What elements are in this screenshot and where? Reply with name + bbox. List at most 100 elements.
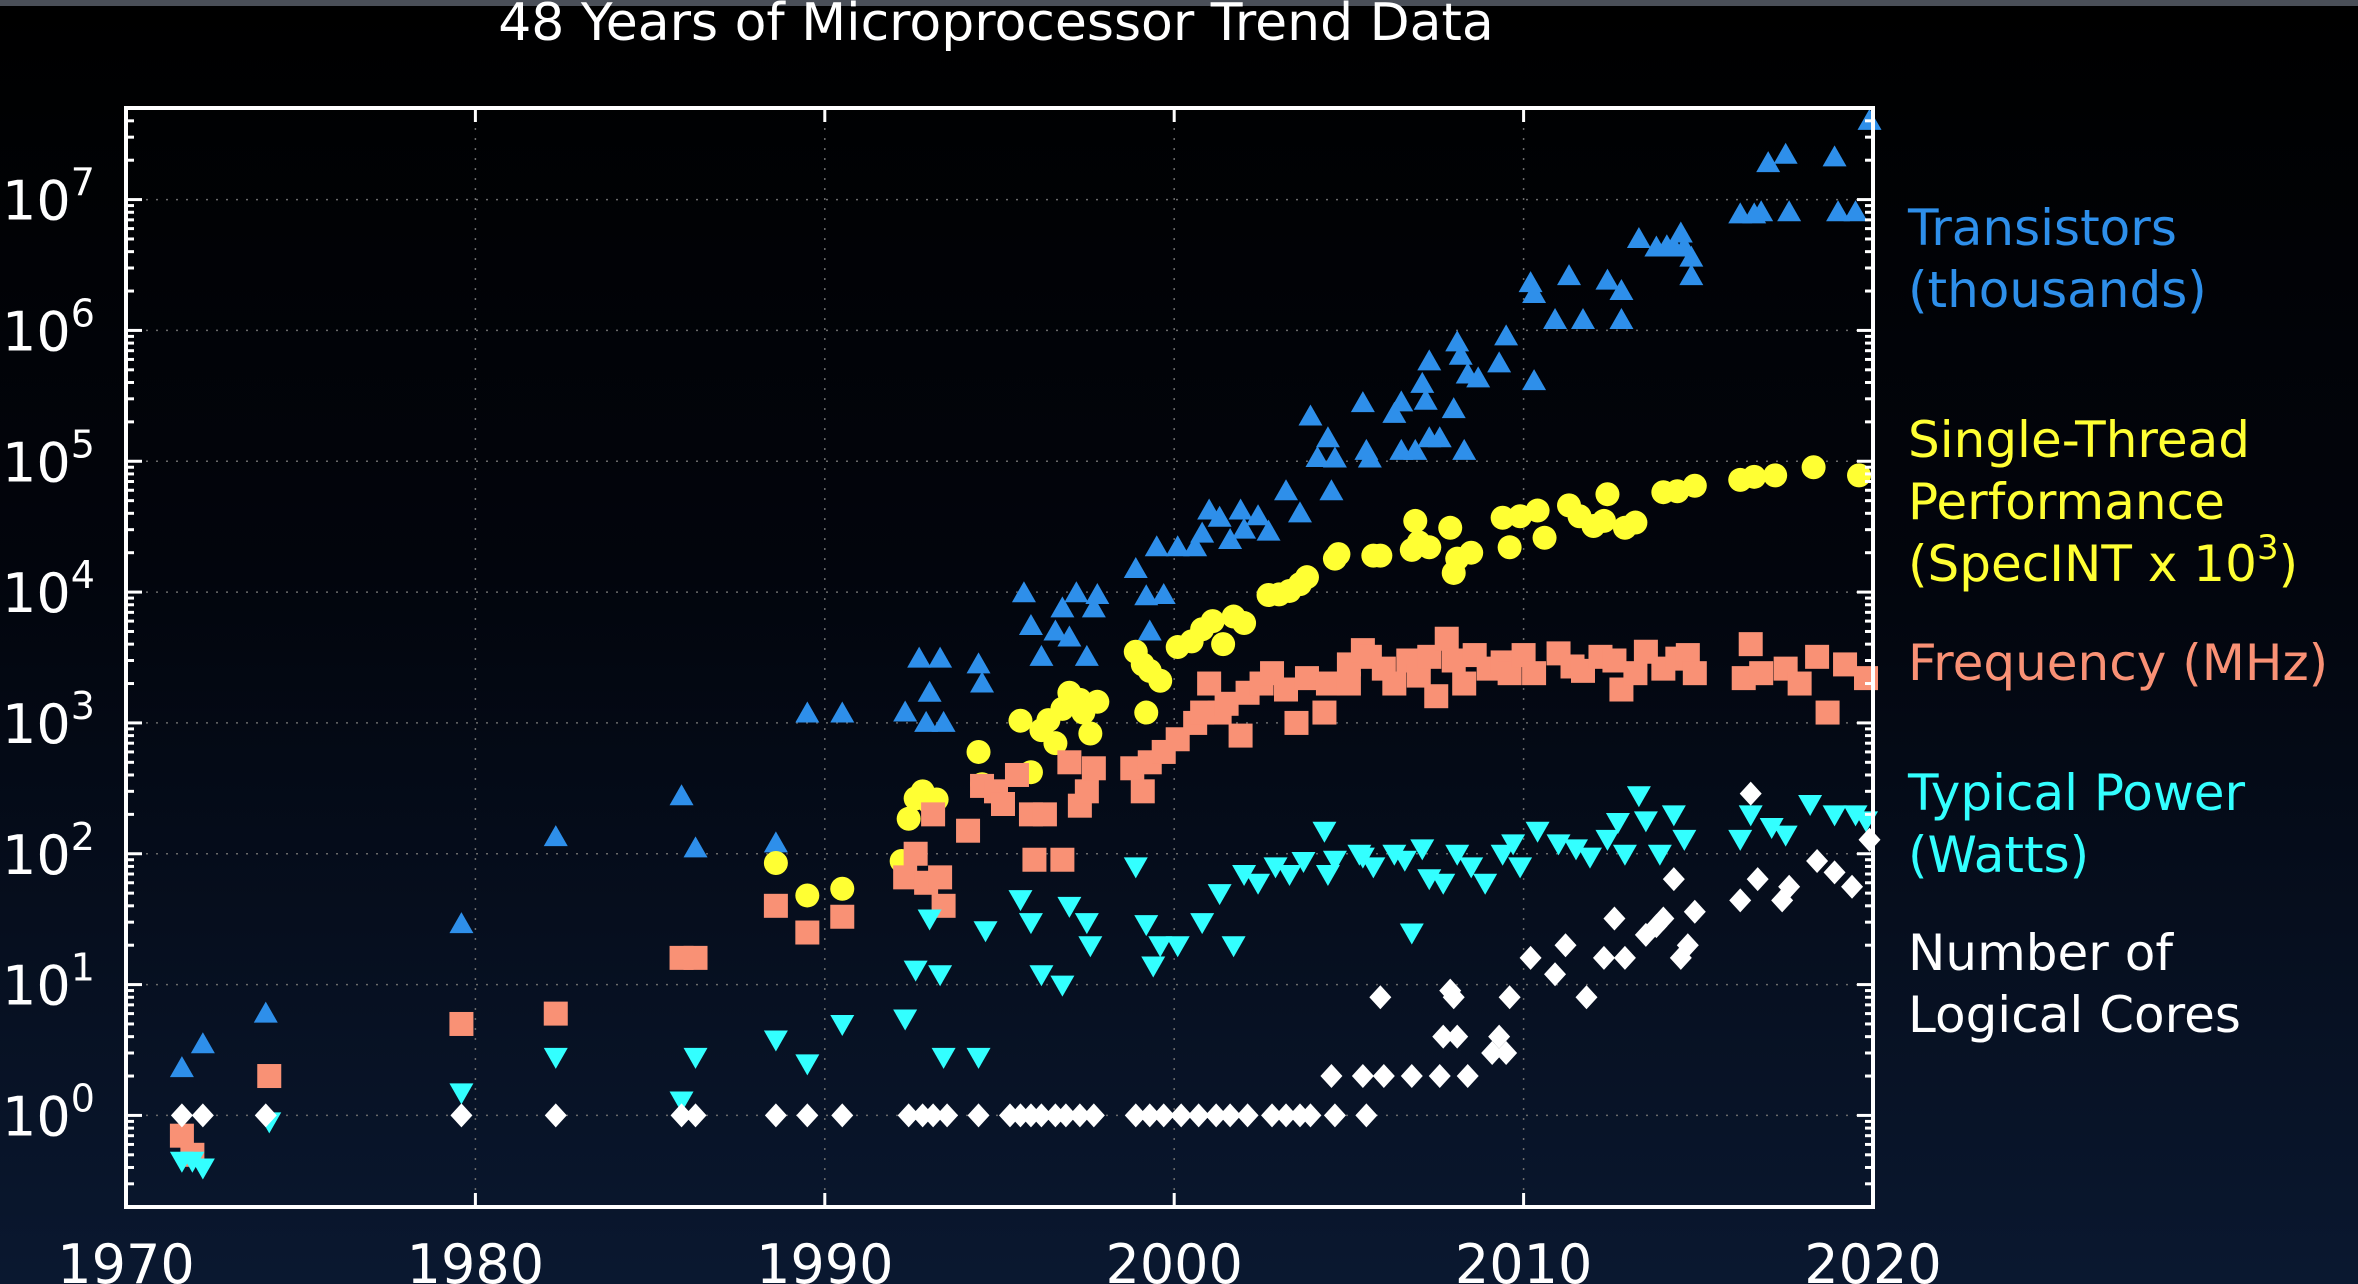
single-thread-point	[1008, 708, 1033, 733]
frequency-mhz-point	[1682, 661, 1707, 686]
transistors-point	[1057, 625, 1082, 647]
number-of-point	[1030, 1103, 1053, 1128]
number-of-point	[191, 1103, 214, 1128]
typical-power-point	[1361, 857, 1386, 879]
number-of-point	[1554, 933, 1577, 958]
transistors-point	[1218, 528, 1243, 550]
single-thread-point	[1200, 609, 1225, 634]
transistors-point	[1777, 200, 1802, 222]
frequency-mhz-point	[921, 802, 946, 827]
frequency-mhz-point	[1074, 779, 1099, 804]
typical-power-point	[917, 909, 942, 931]
transistors-point	[1246, 504, 1271, 526]
legend-label: Single-Thread	[1908, 411, 2250, 469]
transistors-point	[1826, 200, 1851, 222]
single-thread-point	[1532, 525, 1557, 550]
frequency-mhz-point	[1214, 691, 1239, 716]
typical-power-point	[1263, 857, 1288, 879]
frequency-mhz-point	[1081, 756, 1106, 781]
number-of-point	[1544, 962, 1567, 987]
transistors-point	[1595, 268, 1620, 290]
typical-power-point	[1605, 812, 1630, 834]
typical-power-point	[1232, 865, 1257, 887]
typical-power-point	[1459, 857, 1484, 879]
y-tick-label: 103	[2, 684, 95, 756]
transistors-point	[1543, 308, 1568, 330]
y-tick-label: 101	[2, 946, 95, 1018]
frequency-mhz-point	[1057, 750, 1082, 775]
number-of-point	[1683, 899, 1706, 924]
transistors-point	[1609, 308, 1634, 330]
typical-power-point	[449, 1083, 474, 1105]
typical-power-point	[1773, 825, 1798, 847]
transistors-point	[1668, 221, 1693, 243]
transistors-point	[1319, 479, 1344, 501]
transistors-point	[1207, 505, 1232, 527]
transistors-point	[1487, 351, 1512, 373]
typical-power-point	[1633, 811, 1658, 833]
number-of-point	[936, 1103, 959, 1128]
number-of-point	[764, 1103, 787, 1128]
transistors-point	[1452, 438, 1477, 460]
single-thread-point	[1763, 463, 1788, 488]
typical-power-point	[1078, 936, 1103, 958]
transistors-point	[1389, 390, 1414, 412]
transistors-point	[449, 912, 474, 934]
transistors-point	[1137, 619, 1162, 641]
y-tick-label: 107	[2, 161, 95, 233]
number-of-point	[1068, 1103, 1091, 1128]
typical-power-point	[669, 1091, 694, 1113]
typical-power-point	[1315, 865, 1340, 887]
transistors-point	[1350, 391, 1375, 413]
legend: Transistors(thousands) Single-ThreadPerfo…	[1907, 199, 2328, 1044]
transistors-point	[1466, 366, 1491, 388]
single-thread-point	[1403, 508, 1428, 533]
typical-power-point	[1431, 873, 1456, 895]
top-edge-strip	[0, 0, 2358, 6]
frequency-mhz-point	[1315, 671, 1340, 696]
number-of-point	[1219, 1103, 1242, 1128]
typical-power-point	[1728, 829, 1753, 851]
transistors-point	[1843, 200, 1868, 222]
typical-power-point	[1207, 884, 1232, 906]
single-thread-point	[1085, 689, 1110, 714]
y-tick-label: 102	[2, 815, 95, 887]
transistors-point	[1382, 401, 1407, 423]
transistors-point	[1018, 614, 1043, 636]
frequency-mhz-point	[830, 904, 855, 929]
number-of-point	[1778, 874, 1801, 899]
transistors-point	[893, 700, 918, 722]
single-thread-point	[1043, 731, 1068, 756]
number-of-point	[1205, 1103, 1228, 1128]
transistors-point	[1857, 108, 1882, 130]
transistors-point	[1274, 479, 1299, 501]
frequency-mhz-point	[449, 1011, 474, 1036]
transistors-point	[1305, 445, 1330, 467]
transistors-point	[1123, 557, 1148, 579]
number-of-point	[1170, 1103, 1193, 1128]
typical-power-point	[1798, 795, 1823, 817]
transistors-point	[928, 646, 953, 668]
single-thread-point	[896, 806, 921, 831]
frequency-mhz-point	[1805, 644, 1830, 669]
frequency-mhz-point	[1602, 648, 1627, 673]
single-thread-point	[1459, 540, 1484, 565]
single-thread-point	[1497, 535, 1522, 560]
plot-frame	[124, 106, 1875, 1209]
single-thread-point	[1682, 473, 1707, 498]
frequency-mhz-point	[1749, 661, 1774, 686]
frequency-mhz-point	[903, 841, 928, 866]
x-tick-label: 1970	[57, 1233, 194, 1284]
transistors-point	[1403, 438, 1428, 460]
legend-label: Number of	[1908, 924, 2174, 982]
transistors-point	[830, 701, 855, 723]
transistors-series	[169, 108, 1882, 1078]
transistors-point	[1232, 517, 1257, 539]
frequency-mhz-point	[928, 865, 953, 890]
number-of-point	[1187, 1103, 1210, 1128]
single-thread-point	[1438, 515, 1463, 540]
number-of-point	[1841, 874, 1864, 899]
transistors-point	[1190, 521, 1215, 543]
frequency-mhz-point	[1312, 700, 1337, 725]
typical-power-point	[1759, 818, 1784, 840]
